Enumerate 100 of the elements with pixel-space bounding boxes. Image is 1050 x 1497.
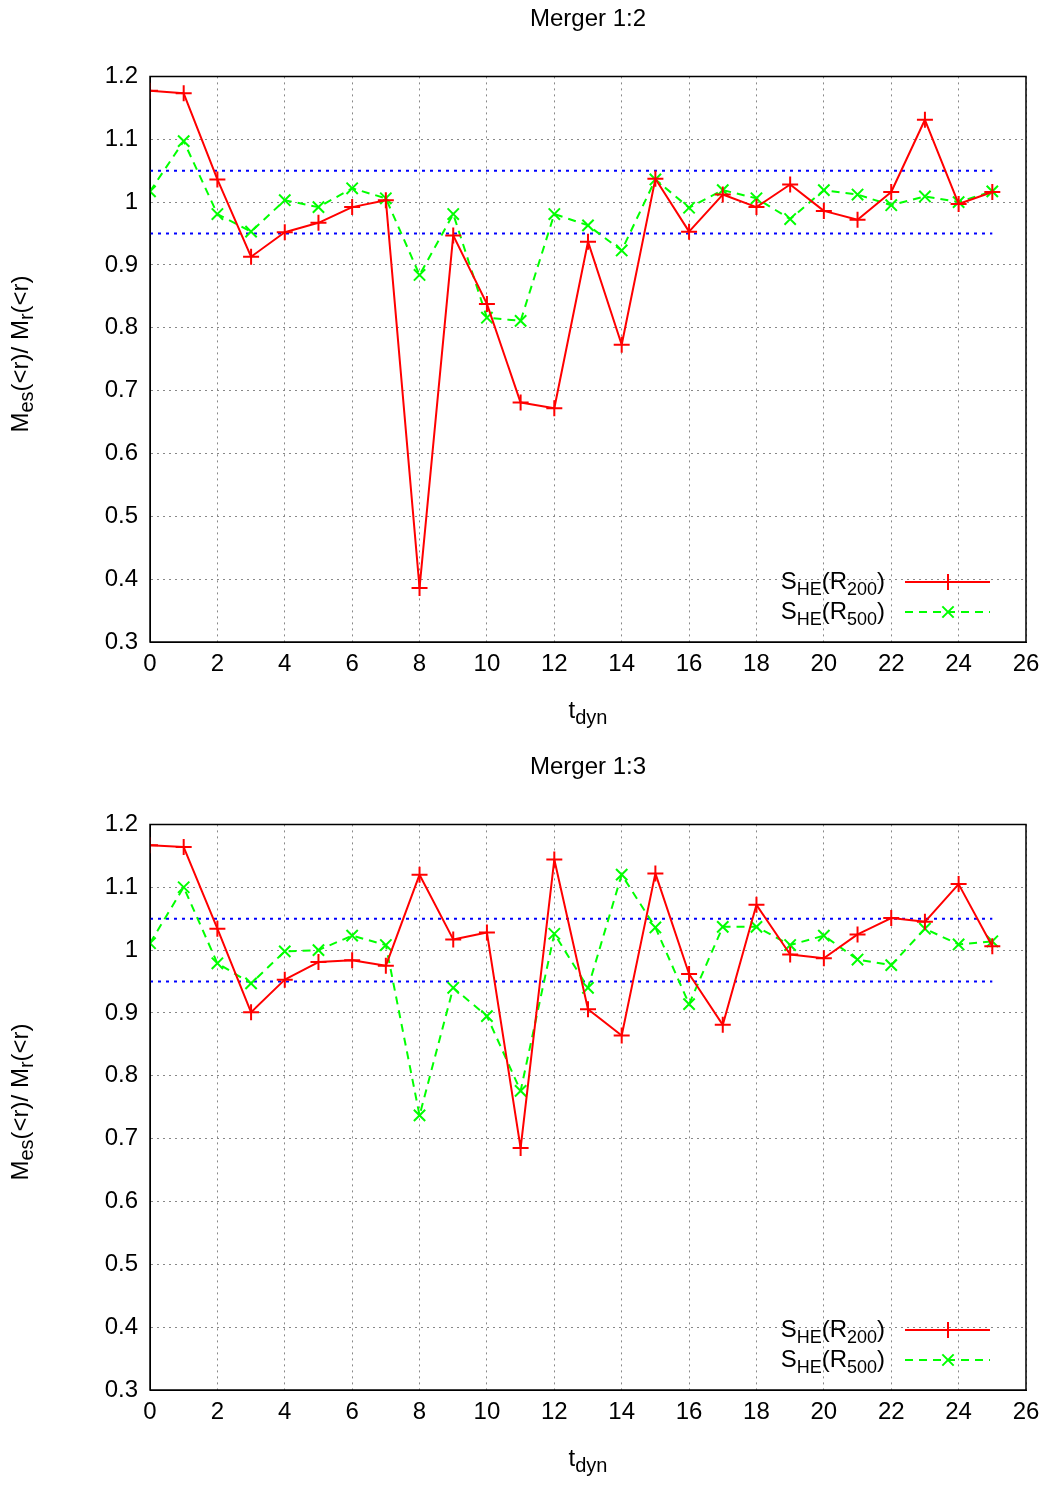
point [884,198,898,212]
x-tick-label: 20 [810,1397,838,1425]
point [918,189,932,204]
x-tick-label: 8 [412,1397,427,1425]
x-tick-label: 10 [473,649,501,677]
point [242,1003,261,1022]
point [747,895,766,914]
y-tick-label: 0.7 [104,375,138,403]
point [379,938,393,952]
x-tick-label: 20 [810,649,838,677]
point [311,943,326,957]
point [648,920,663,935]
point [275,970,294,989]
y-tick-label: 0.8 [104,1060,138,1088]
point [444,930,463,949]
point [882,909,901,928]
point [244,224,258,239]
point [343,198,362,217]
y-tick-label: 1 [124,186,138,214]
y-tick-label: 1.1 [104,123,138,151]
point [749,191,764,205]
point [579,232,597,251]
point [177,134,191,148]
y-tick-label: 0.9 [104,997,138,1025]
point [480,311,494,325]
y-tick-label: 1 [124,934,138,962]
point [814,201,833,220]
x-tick-label: 16 [675,1397,703,1425]
point [915,110,934,129]
y-tick-label: 0.6 [104,438,138,466]
point [511,393,530,412]
x-axis-title: t$_{dyn}$ [567,1444,609,1477]
point [983,937,1002,956]
point [581,981,595,995]
x-tick-label: 26 [1012,1397,1040,1425]
point [612,335,631,354]
point [513,1084,528,1098]
point [579,1000,597,1019]
x-tick-label: 2 [210,1397,225,1425]
point [177,880,191,894]
point [275,223,294,242]
y-tick-label: 0.4 [104,1311,138,1339]
x-tick-label: 22 [877,1397,905,1425]
point [918,922,932,936]
point [781,175,800,194]
point [309,953,328,972]
point [814,949,833,968]
point [513,314,528,328]
x-tick-label: 22 [877,649,905,677]
y-tick-label: 0.7 [104,1123,138,1151]
point [915,912,934,931]
point [511,1139,530,1158]
point [682,997,696,1011]
point [244,976,258,991]
point [278,193,292,207]
x-tick-label: 0 [143,649,157,677]
point [713,185,732,204]
x-tick-label: 2 [210,649,225,677]
point [376,956,395,975]
point [985,934,999,948]
point [210,956,225,970]
x-axis-title: t$_{dyn}$ [567,696,609,729]
point [749,920,764,934]
point [949,194,968,213]
x-tick-label: 12 [540,1397,568,1425]
x-tick-label: 18 [743,649,770,677]
point [781,945,800,964]
x-tick-label: 10 [473,1397,501,1425]
x-tick-label: 14 [608,1397,636,1425]
x-tick-label: 12 [540,649,568,677]
point [477,294,496,313]
point [444,226,463,245]
y-tick-label: 1.1 [104,871,138,899]
y-tick-label: 1.2 [104,809,138,837]
chart-title: Merger 1:2 [528,4,648,32]
point [309,213,328,232]
point [581,218,595,232]
y-tick-label: 0.6 [104,1186,138,1214]
point [311,200,326,214]
x-tick-label: 4 [278,1397,292,1425]
point [210,207,225,221]
y-tick-label: 0.5 [104,500,138,528]
y-tick-label: 0.5 [104,1248,138,1276]
x-tick-label: 24 [945,649,972,677]
point [345,928,359,943]
point [345,181,359,195]
point [343,951,362,970]
y-tick-label: 0.9 [104,249,138,277]
y-tick-label: 1.2 [104,61,138,89]
point [208,919,227,938]
x-tick-label: 8 [412,649,427,677]
x-tick-label: 14 [608,649,636,677]
point [615,243,629,258]
point [410,865,429,884]
point [747,198,766,217]
point [242,247,261,266]
point [848,925,867,944]
point [480,1009,494,1023]
point [412,268,427,282]
x-tick-label: 26 [1012,649,1040,677]
